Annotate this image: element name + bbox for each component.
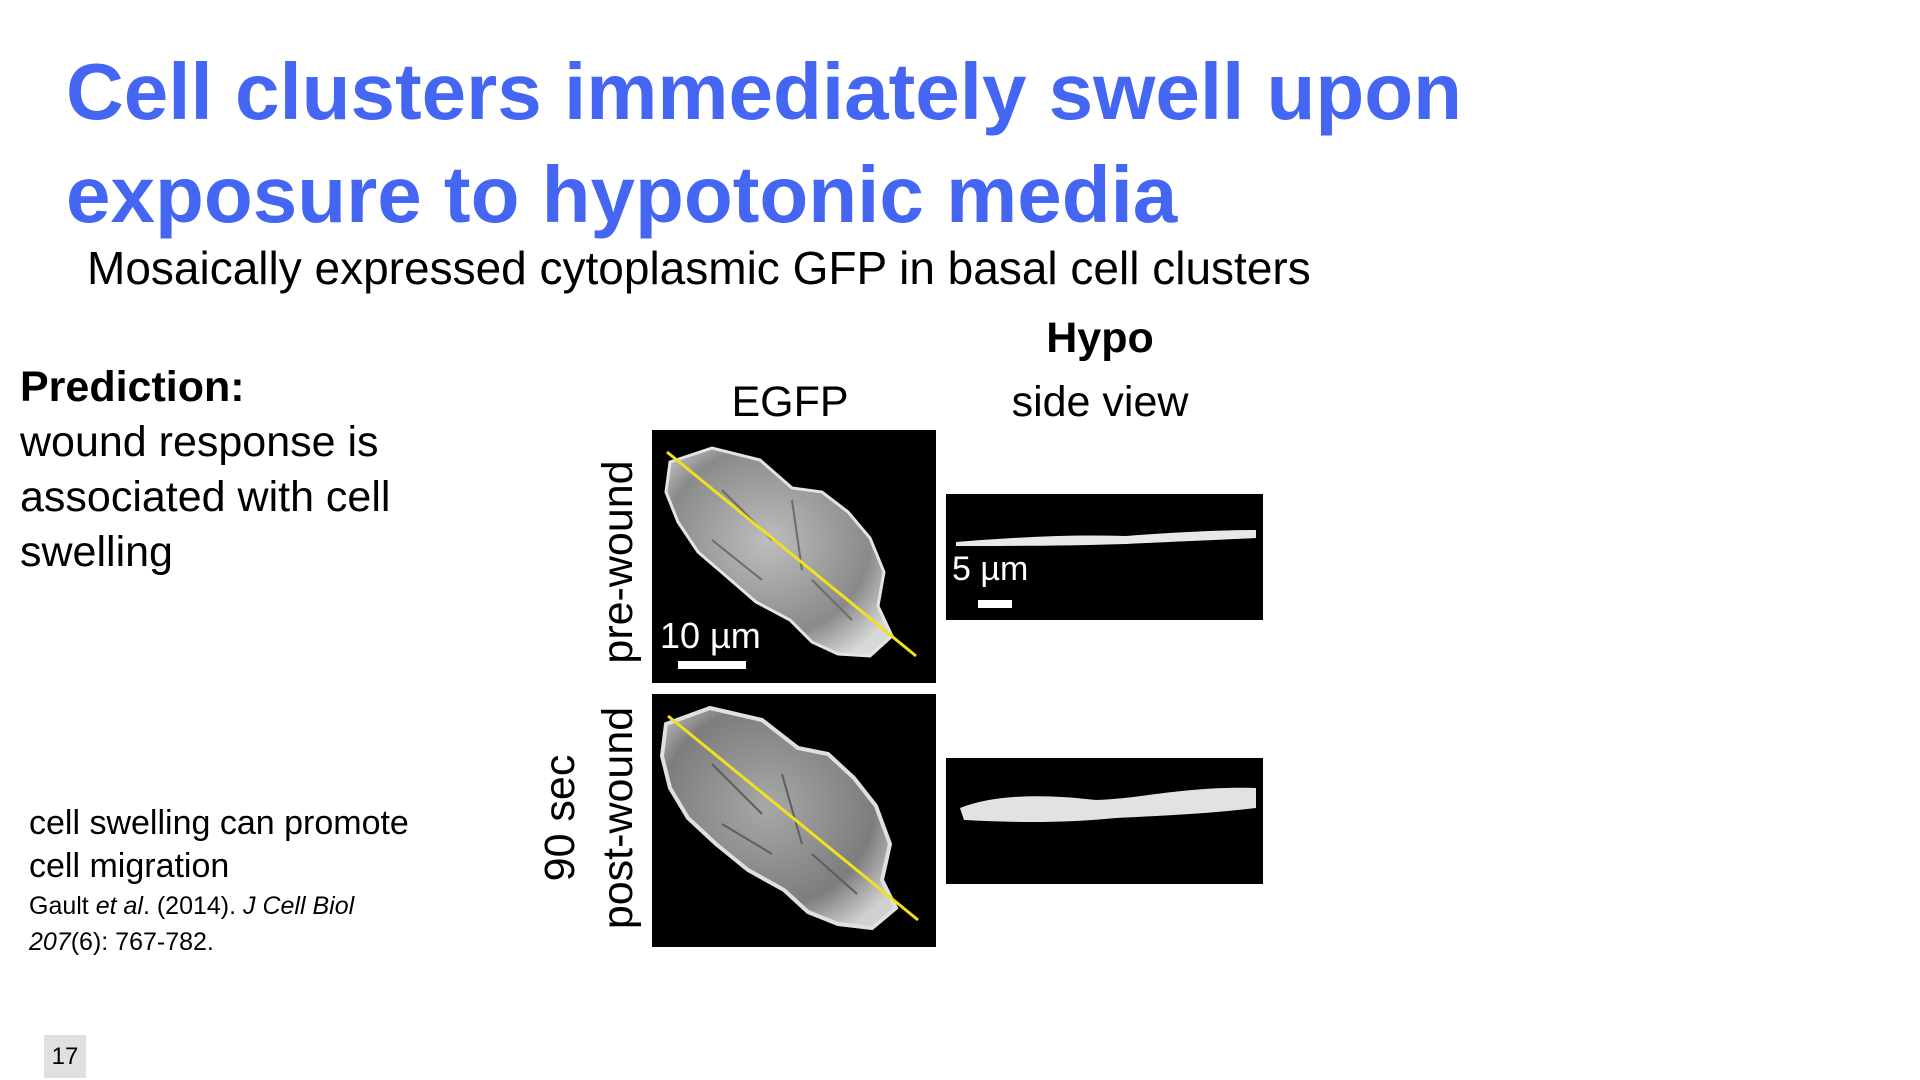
scale-bar-label-side: 5 µm <box>952 550 1028 588</box>
citation: Gault et al. (2014). J Cell Biol 207(6): … <box>29 888 469 960</box>
scale-bar-side <box>978 600 1012 608</box>
citation-volume: 207 <box>29 928 71 956</box>
prediction-block: Prediction: wound response is associated… <box>20 360 460 580</box>
line-scan-pre <box>666 450 917 658</box>
side-view-post-wound-image <box>946 758 1263 884</box>
egfp-post-wound-image <box>652 694 936 947</box>
citation-etal: et al <box>95 892 143 920</box>
prediction-text: wound response is associated with cell s… <box>20 418 391 576</box>
line-scan-post <box>667 714 919 922</box>
egfp-pre-wound-image: 10 µm <box>652 430 936 683</box>
side-view-column-label: side view <box>1011 378 1189 426</box>
swelling-note: cell swelling can promote cell migration <box>29 804 409 885</box>
cell-cluster-post <box>659 705 899 931</box>
slide-title: Cell clusters immediately swell upon exp… <box>66 47 1463 239</box>
scale-bar-label-egfp: 10 µm <box>660 615 761 656</box>
side-view-pre-wound-image: 5 µm <box>946 494 1263 620</box>
egfp-column-label: EGFP <box>731 378 849 426</box>
citation-journal: J Cell Biol <box>243 892 355 920</box>
citation-author: Gault <box>29 892 96 920</box>
side-profile-post <box>960 787 1256 822</box>
row-label-post-wound: post-wound <box>594 706 642 930</box>
citation-pages: (6): 767-782. <box>70 928 214 956</box>
citation-year: . (2014). <box>142 892 244 920</box>
prediction-heading: Prediction: <box>20 363 245 411</box>
slide-subtitle: Mosaically expressed cytoplasmic GFP in … <box>87 242 1311 294</box>
scale-bar-egfp <box>678 661 746 669</box>
side-profile-pre <box>956 530 1256 546</box>
page-number: 17 <box>44 1035 86 1078</box>
hypo-header: Hypo <box>1046 314 1154 362</box>
row-label-time: 90 sec <box>536 754 584 882</box>
row-label-pre-wound: pre-wound <box>594 460 642 664</box>
